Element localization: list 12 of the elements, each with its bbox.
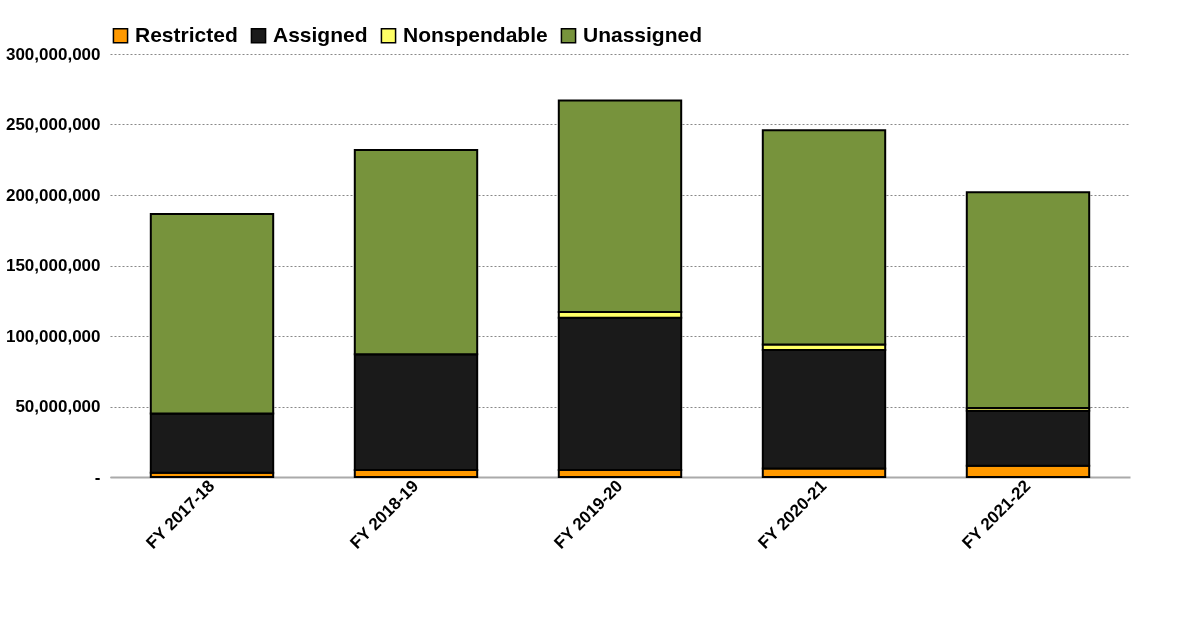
legend-label: Unassigned <box>583 22 703 46</box>
y-tick-label: 150,000,000 <box>5 256 101 275</box>
legend-label: Restricted <box>135 22 238 46</box>
y-tick-label: - <box>94 467 101 487</box>
y-tick-label: 100,000,000 <box>5 326 101 346</box>
legend-label: Nonspendable <box>403 22 548 46</box>
bar <box>965 191 1091 409</box>
legend-label: Assigned <box>273 22 368 46</box>
y-tick-label: 300,000,000 <box>5 44 101 64</box>
y-tick-label: 250,000,000 <box>5 115 101 134</box>
y-tick-label: 50,000,000 <box>15 397 101 416</box>
y-tick-label: 200,000,000 <box>5 185 101 205</box>
